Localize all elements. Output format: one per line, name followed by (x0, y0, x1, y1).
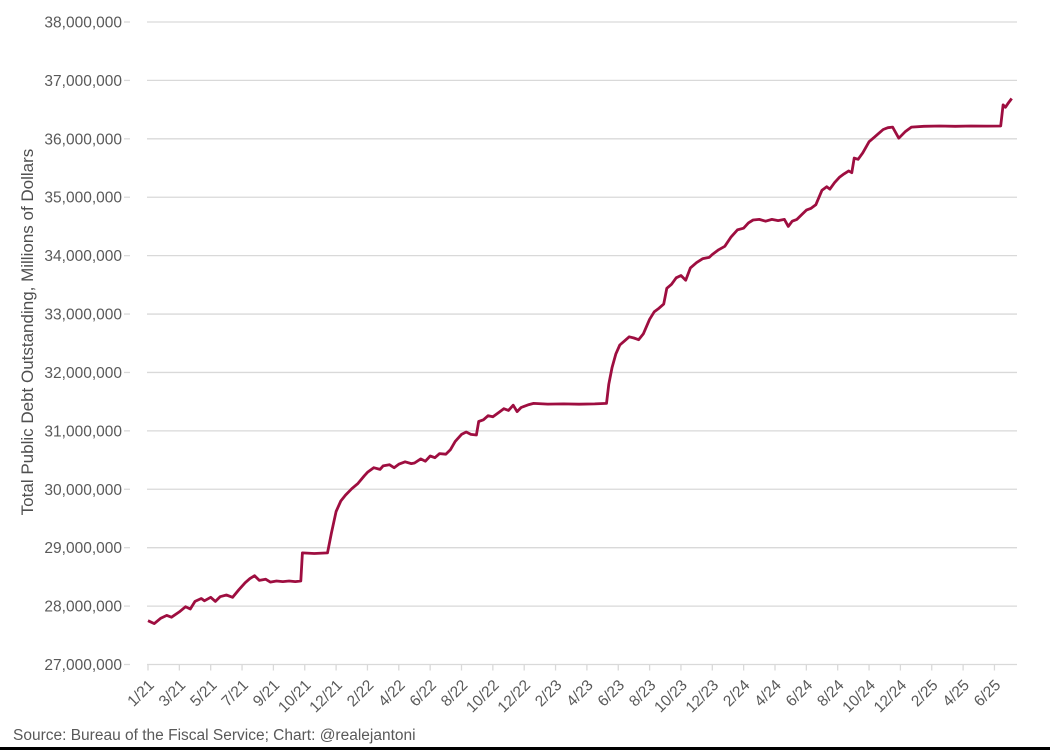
svg-text:6/24: 6/24 (783, 677, 817, 711)
svg-text:35,000,000: 35,000,000 (44, 190, 122, 207)
svg-text:32,000,000: 32,000,000 (44, 365, 122, 382)
svg-text:2/23: 2/23 (532, 677, 565, 710)
svg-text:6/22: 6/22 (407, 677, 440, 710)
svg-text:5/21: 5/21 (187, 677, 220, 710)
svg-text:10/22: 10/22 (463, 677, 502, 716)
svg-text:36,000,000: 36,000,000 (44, 131, 122, 148)
x-axis-ticks (147, 664, 996, 671)
svg-text:10/23: 10/23 (651, 677, 690, 716)
svg-text:30,000,000: 30,000,000 (44, 482, 122, 499)
svg-text:3/21: 3/21 (156, 677, 189, 710)
svg-text:12/21: 12/21 (306, 677, 345, 716)
svg-text:4/22: 4/22 (375, 677, 408, 710)
svg-text:12/23: 12/23 (683, 677, 722, 716)
svg-text:38,000,000: 38,000,000 (44, 15, 122, 32)
svg-text:6/25: 6/25 (971, 677, 1004, 710)
svg-text:2/22: 2/22 (344, 677, 377, 710)
svg-text:2/25: 2/25 (908, 677, 941, 710)
svg-text:10/21: 10/21 (275, 677, 314, 716)
y-axis-title: Total Public Debt Outstanding, Millions … (18, 148, 37, 516)
svg-text:27,000,000: 27,000,000 (44, 657, 122, 674)
svg-text:4/24: 4/24 (751, 677, 785, 711)
source-credit: Source: Bureau of the Fiscal Service; Ch… (13, 727, 416, 744)
svg-text:10/24: 10/24 (839, 677, 879, 717)
svg-text:6/23: 6/23 (595, 677, 628, 710)
svg-text:4/25: 4/25 (940, 677, 973, 710)
x-tick-labels: 1/213/215/217/219/2110/2112/212/224/226/… (124, 677, 1004, 717)
svg-text:29,000,000: 29,000,000 (44, 540, 122, 557)
svg-text:31,000,000: 31,000,000 (44, 423, 122, 440)
debt-line-series (147, 97, 1013, 625)
svg-text:37,000,000: 37,000,000 (44, 73, 122, 90)
svg-text:34,000,000: 34,000,000 (44, 248, 122, 265)
svg-text:33,000,000: 33,000,000 (44, 307, 122, 324)
svg-text:12/24: 12/24 (871, 677, 911, 717)
svg-text:4/23: 4/23 (563, 677, 596, 710)
svg-text:2/24: 2/24 (720, 677, 754, 711)
svg-text:7/21: 7/21 (219, 677, 252, 710)
svg-text:28,000,000: 28,000,000 (44, 599, 122, 616)
gridlines (124, 21, 1017, 666)
y-tick-labels: 38,000,000 37,000,000 36,000,000 35,000,000… (44, 15, 122, 675)
bottom-border-line (0, 747, 1050, 750)
svg-text:1/21: 1/21 (124, 677, 157, 710)
svg-text:12/22: 12/22 (495, 677, 534, 716)
